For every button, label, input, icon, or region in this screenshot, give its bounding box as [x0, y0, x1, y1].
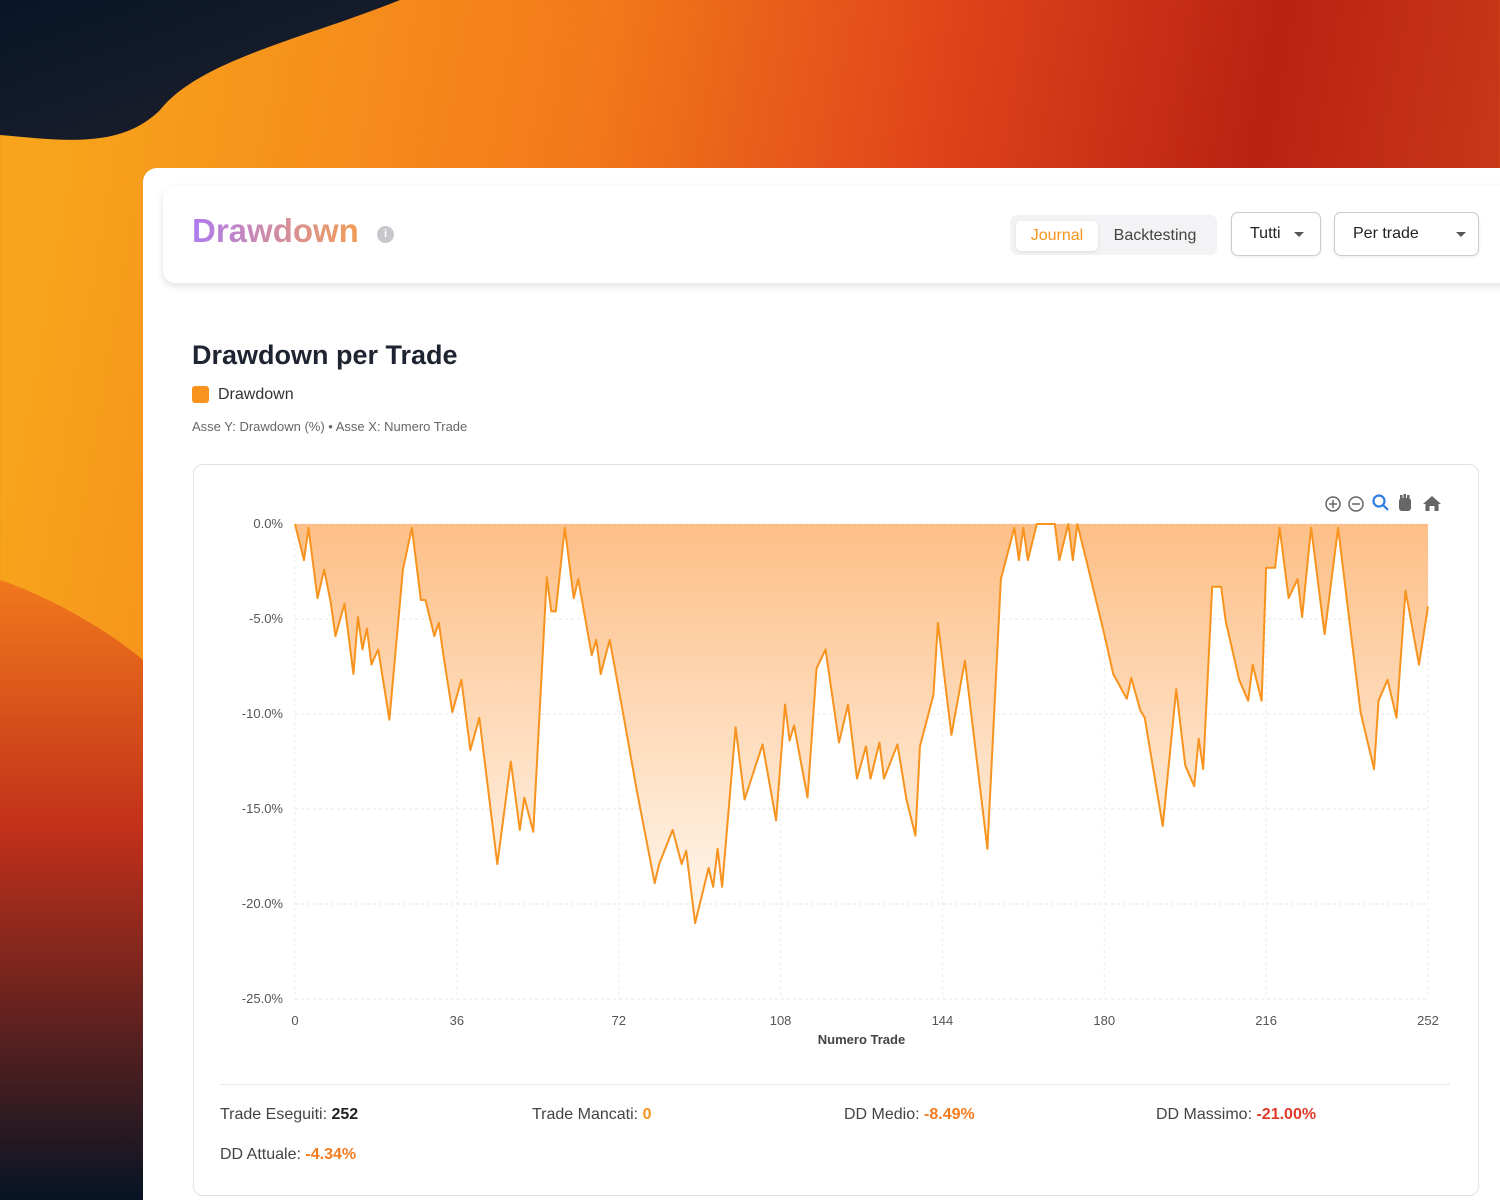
stat: DD Medio: -8.49% — [844, 1106, 975, 1124]
x-tick-label: 72 — [611, 1013, 625, 1028]
stat-value: -8.49% — [924, 1106, 975, 1123]
dropdown-label: Tutti — [1250, 225, 1281, 242]
stat: DD Attuale: -4.34% — [220, 1146, 356, 1164]
stat: Trade Mancati: 0 — [532, 1106, 651, 1124]
area — [295, 524, 1428, 923]
zoom-button[interactable] — [1372, 494, 1389, 511]
dropdown[interactable]: Per trade — [1334, 212, 1479, 256]
stat-label: DD Attuale: — [220, 1146, 301, 1163]
x-tick-label: 252 — [1417, 1013, 1439, 1028]
zoom-in-button[interactable] — [1325, 496, 1341, 512]
tab[interactable]: Backtesting — [1113, 227, 1197, 244]
stat-label: Trade Eseguiti: — [220, 1106, 328, 1123]
x-tick-label: 180 — [1093, 1013, 1115, 1028]
chart-box — [193, 464, 1479, 1196]
x-tick-label: 36 — [450, 1013, 464, 1028]
legend-swatch — [192, 386, 209, 403]
info-icon[interactable]: i — [377, 226, 394, 243]
y-tick-label: -25.0% — [242, 991, 284, 1006]
dropdown[interactable]: Tutti — [1231, 212, 1321, 256]
stat-label: DD Medio: — [844, 1106, 920, 1123]
dropdown-label: Per trade — [1353, 225, 1419, 242]
stat-label: Trade Mancati: — [532, 1106, 639, 1123]
stat-value: 0 — [642, 1106, 652, 1123]
x-tick-label: 108 — [770, 1013, 792, 1028]
x-axis-title: Numero Trade — [818, 1032, 905, 1047]
x-tick-label: 0 — [291, 1013, 298, 1028]
y-tick-label: -15.0% — [242, 801, 284, 816]
chart-toolbar — [1325, 494, 1441, 512]
chart-subtitle: Asse Y: Drawdown (%) • Asse X: Numero Tr… — [192, 419, 468, 434]
y-tick-label: -20.0% — [242, 896, 284, 911]
stat: Trade Eseguiti: 252 — [220, 1106, 358, 1124]
chart-title: Drawdown per Trade — [192, 340, 458, 370]
pan-button[interactable] — [1399, 494, 1411, 511]
stat: DD Massimo: -21.00% — [1156, 1106, 1316, 1124]
y-tick-label: -10.0% — [242, 706, 284, 721]
x-tick-label: 144 — [932, 1013, 954, 1028]
y-tick-label: -5.0% — [249, 611, 283, 626]
stat-value: -4.34% — [305, 1146, 357, 1163]
line — [294, 523, 1429, 924]
chart: 0.0% -5.0% -10.0% -15.0% -20.0% -25.0% 0 36 72 10… — [242, 494, 1441, 1047]
legend-label[interactable]: Drawdown — [218, 386, 294, 403]
zoom-out-button[interactable] — [1348, 496, 1364, 512]
reset-button[interactable] — [1423, 496, 1441, 511]
stat-label: DD Massimo: — [1156, 1106, 1253, 1123]
tab[interactable]: Journal — [1016, 221, 1098, 251]
divider — [220, 1084, 1450, 1085]
page-title: Drawdown — [192, 212, 359, 249]
y-tick-label: 0.0% — [253, 516, 283, 531]
stat-value: -21.00% — [1256, 1106, 1317, 1123]
panel — [143, 168, 1500, 1200]
stat-value: 252 — [331, 1106, 359, 1123]
x-tick-label: 216 — [1255, 1013, 1277, 1028]
